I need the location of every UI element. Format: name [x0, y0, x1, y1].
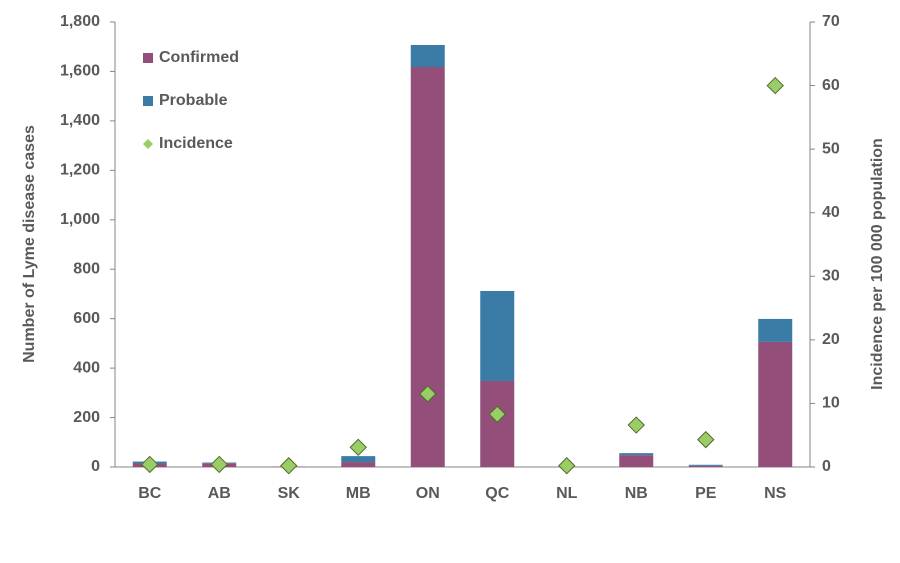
x-tick-label: AB: [208, 485, 231, 502]
incidence-marker: [280, 457, 298, 475]
x-tick-label: BC: [138, 485, 162, 502]
y-tick-label: 1,600: [60, 63, 100, 80]
y-tick-label: 1,200: [60, 162, 100, 179]
bar-segment: [688, 465, 723, 467]
x-tick-label: SK: [278, 485, 301, 502]
incidence-marker: [558, 457, 576, 475]
incidence-marker: [627, 416, 645, 434]
x-tick-label: MB: [346, 485, 371, 502]
y2-tick-label: 40: [822, 204, 840, 221]
legend-swatch: [143, 139, 153, 149]
y2-tick-label: 30: [822, 268, 840, 285]
x-tick-label: PE: [695, 485, 717, 502]
y-tick-label: 400: [73, 359, 100, 376]
incidence-marker: [141, 455, 159, 474]
legend-label: Incidence: [159, 135, 233, 152]
y2-tick-label: 50: [822, 140, 840, 157]
y2-tick-label: 20: [822, 331, 840, 348]
y-axis-title: Number of Lyme disease cases: [21, 125, 38, 363]
bar-segment: [480, 290, 515, 381]
legend-swatch: [143, 53, 153, 63]
bar-segment: [758, 341, 793, 467]
y2-tick-label: 70: [822, 13, 840, 30]
bar-segment: [619, 455, 654, 467]
x-tick-label: NS: [764, 485, 787, 502]
incidence-marker: [210, 455, 228, 474]
bar-segment: [410, 44, 445, 67]
x-tick-label: NL: [556, 485, 578, 502]
y-tick-label: 600: [73, 310, 100, 327]
bar-segment: [688, 464, 723, 466]
incidence-marker: [419, 385, 437, 403]
x-tick-label: NB: [625, 485, 648, 502]
bar-segment: [619, 453, 654, 456]
incidence-marker: [697, 430, 715, 449]
legend-swatch: [143, 96, 153, 106]
legend-label: Confirmed: [159, 49, 239, 66]
y2-tick-label: 60: [822, 77, 840, 94]
y-tick-label: 1,000: [60, 211, 100, 228]
y2-tick-label: 0: [822, 458, 831, 475]
y-tick-label: 200: [73, 409, 100, 426]
bar-segment: [341, 462, 376, 467]
incidence-marker: [349, 438, 367, 456]
bar-segment: [758, 318, 793, 342]
bar-segment: [341, 456, 376, 463]
y2-tick-label: 10: [822, 395, 840, 412]
incidence-marker: [488, 405, 506, 423]
y-tick-label: 1,800: [60, 13, 100, 30]
legend-label: Probable: [159, 92, 228, 109]
incidence-marker: [766, 76, 784, 95]
bar-segment: [410, 66, 445, 467]
x-tick-label: QC: [485, 485, 509, 502]
x-tick-label: ON: [416, 485, 440, 502]
bar-segment: [480, 380, 515, 467]
y2-axis-title: Incidence per 100 000 population: [869, 138, 886, 390]
y-tick-label: 800: [73, 260, 100, 277]
y-tick-label: 1,400: [60, 112, 100, 129]
y-tick-label: 0: [91, 458, 100, 475]
